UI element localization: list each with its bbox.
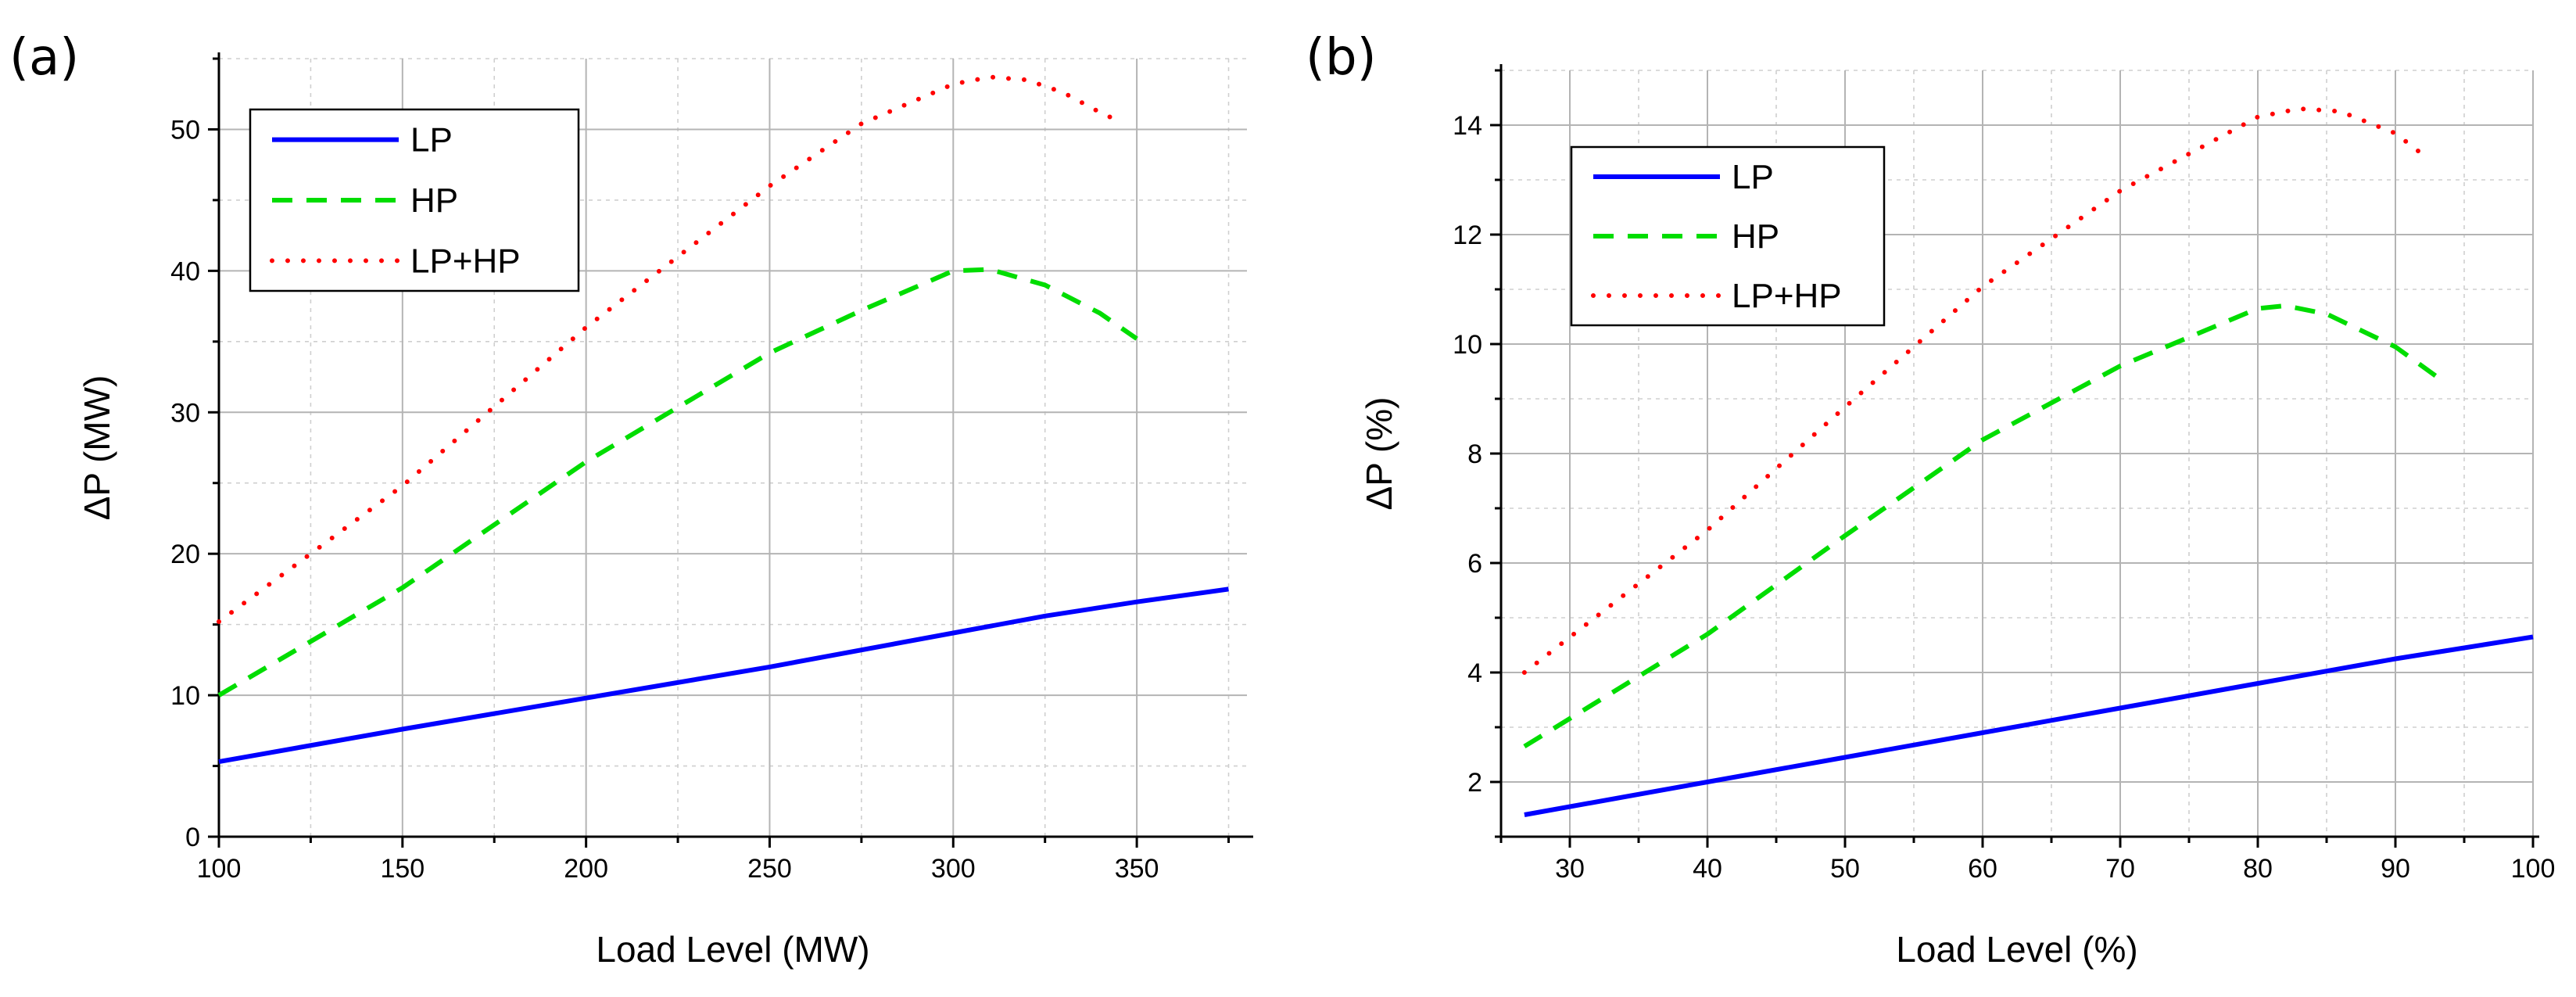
y-tick-label: 6 (1467, 549, 1482, 579)
y-tick-label: 10 (170, 681, 200, 711)
y-tick-label: 30 (170, 398, 200, 428)
x-tick-label: 350 (1115, 854, 1159, 884)
legend-label: LP (410, 121, 453, 160)
x-tick-label: 60 (1968, 854, 1997, 884)
legend-label: LP+HP (1732, 277, 1842, 315)
x-tick-label: 100 (197, 854, 242, 884)
y-tick-label: 40 (170, 256, 200, 286)
y-tick-label: 14 (1453, 111, 1482, 141)
series-line-hp (1523, 303, 2442, 749)
x-tick-label: 200 (564, 854, 608, 884)
legend-label: HP (410, 181, 458, 220)
y-tick-label: 0 (185, 823, 200, 852)
x-tick-label: 100 (2511, 854, 2556, 884)
x-axis-label: Load Level (MW) (596, 929, 869, 970)
legend-label: LP+HP (410, 242, 521, 280)
x-tick-label: 90 (2381, 854, 2410, 884)
x-tick-label: 40 (1693, 854, 1722, 884)
legend: LP HP LP+HP (249, 108, 580, 292)
x-tick-label: 300 (931, 854, 976, 884)
series-line-hp (217, 267, 1138, 698)
y-tick-label: 4 (1467, 658, 1482, 688)
y-tick-label: 8 (1467, 439, 1482, 469)
x-tick-label: 50 (1830, 854, 1860, 884)
panel-label: (b) (1306, 29, 1377, 87)
panel-label: (a) (9, 29, 79, 87)
x-tick-label: 250 (747, 854, 792, 884)
x-tick-label: 70 (2105, 854, 2135, 884)
x-tick-label: 150 (380, 854, 425, 884)
x-axis-label: Load Level (%) (1896, 929, 2137, 970)
legend-label: LP (1732, 158, 1774, 196)
y-axis-label: ΔP (%) (1359, 397, 1399, 511)
y-tick-label: 20 (170, 540, 200, 569)
chart-panel-a: 100 150 200 250 300 350 0 10 20 30 40 50 Load Level … (9, 29, 1253, 970)
y-tick-label: 12 (1453, 221, 1482, 250)
y-tick-label: 10 (1453, 330, 1482, 360)
legend-label: HP (1732, 217, 1779, 256)
series-line-lp (1524, 634, 2534, 817)
x-tick-label: 30 (1555, 854, 1585, 884)
series-line-lp (218, 586, 1229, 765)
x-tick-label: 80 (2243, 854, 2273, 884)
legend: LP HP LP+HP (1570, 145, 1886, 327)
y-tick-label: 50 (170, 115, 200, 145)
y-tick-label: 2 (1467, 768, 1482, 798)
series-line-lp-plus-hp (217, 74, 1121, 624)
y-axis-label: ΔP (MW) (77, 375, 117, 521)
chart-panel-b: 30 40 50 60 70 80 90 100 2 4 6 8 10 12 14 Load Level (%… (1306, 29, 2555, 970)
series-line-lp-plus-hp (1521, 106, 2430, 675)
